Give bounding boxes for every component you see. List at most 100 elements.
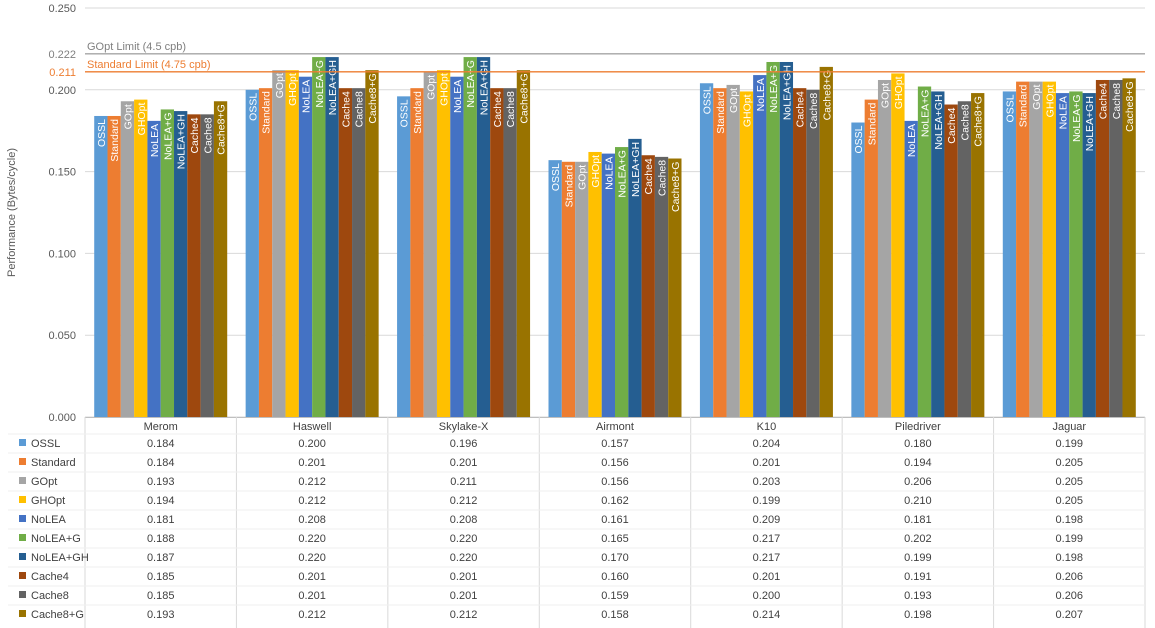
table-value-ghopt-airmont: 0.162	[601, 495, 629, 507]
bar-skylake-x-gopt	[423, 71, 437, 417]
bar-series-label: GOpt	[880, 83, 892, 108]
bar-skylake-x-standard	[410, 88, 424, 417]
bar-k10-nolea-plusg	[766, 61, 780, 417]
table-value-ossl-piledriver: 0.180	[904, 438, 932, 450]
bar-series-label: Standard	[1018, 84, 1030, 127]
table-value-nolea-haswell: 0.208	[298, 514, 326, 526]
bar-jaguar-cache8	[1109, 79, 1123, 417]
table-value-standard-airmont: 0.156	[601, 457, 629, 469]
table-value-ghopt-piledriver: 0.210	[904, 495, 932, 507]
table-value-nolea-plusgh-k10: 0.217	[753, 552, 781, 564]
bar-haswell-gopt	[272, 70, 286, 417]
bar-haswell-ossl	[245, 89, 259, 418]
bar-series-label: Standard	[563, 165, 575, 208]
bar-series-label: OSSL	[702, 86, 714, 114]
bar-series-label: Cache4	[340, 91, 352, 127]
bar-jaguar-nolea-plusgh	[1082, 93, 1096, 418]
bar-series-label: Cache8	[354, 91, 366, 127]
table-value-nolea-plusg-merom: 0.188	[147, 533, 175, 545]
bar-series-label: NoLEA+GH	[479, 60, 491, 115]
bar-haswell-ghopt	[285, 70, 299, 417]
bar-k10-cache4	[793, 88, 807, 417]
legend-swatch-cache8-plusg	[19, 610, 26, 617]
legend-label: GHOpt	[31, 495, 65, 507]
legend-label: GOpt	[31, 476, 57, 488]
bar-series-label: GOpt	[577, 165, 589, 190]
table-value-nolea-jaguar: 0.198	[1056, 514, 1084, 526]
bar-series-label: Standard	[715, 91, 727, 134]
bar-series-label: Cache4	[643, 158, 655, 194]
table-value-standard-skylake-x: 0.201	[450, 457, 478, 469]
bar-jaguar-nolea-plusg	[1069, 91, 1083, 417]
legend-label: Cache8	[31, 590, 69, 602]
bar-merom-nolea-plusgh	[174, 111, 188, 418]
bar-series-label: NoLEA	[149, 124, 161, 157]
bar-series-label: Cache4	[795, 91, 807, 127]
table-value-cache4-airmont: 0.160	[601, 571, 629, 583]
bar-series-label: NoLEA	[603, 157, 615, 190]
bar-k10-ghopt	[739, 91, 754, 417]
bar-series-label: GHOpt	[1044, 85, 1056, 118]
bar-series-label: NoLEA+GH	[1084, 96, 1096, 151]
table-value-cache8-piledriver: 0.193	[904, 590, 932, 602]
x-category-label: Jaguar	[1052, 421, 1086, 433]
bar-skylake-x-nolea	[450, 76, 464, 417]
table-value-ghopt-merom: 0.194	[147, 495, 175, 507]
reference-value-label: 0.211	[49, 67, 76, 79]
table-value-standard-haswell: 0.201	[298, 457, 326, 469]
table-value-cache8-skylake-x: 0.201	[450, 590, 478, 602]
legend-swatch-ossl	[19, 439, 26, 446]
bar-series-label: OSSL	[399, 99, 411, 127]
table-value-ossl-jaguar: 0.199	[1056, 438, 1084, 450]
legend-swatch-gopt	[19, 477, 26, 484]
table-value-cache8-airmont: 0.159	[601, 590, 629, 602]
bar-piledriver-ossl	[851, 122, 865, 418]
bar-airmont-cache8	[654, 156, 669, 417]
table-value-nolea-plusg-skylake-x: 0.220	[450, 533, 478, 545]
bar-series-label: Cache8+G	[1124, 81, 1136, 131]
bar-haswell-nolea	[298, 76, 313, 417]
bar-haswell-cache8-plusg	[365, 70, 379, 417]
legend-swatch-cache8	[19, 591, 26, 598]
table-value-nolea-plusgh-jaguar: 0.198	[1056, 552, 1084, 564]
table-value-cache4-haswell: 0.201	[298, 571, 326, 583]
table-value-nolea-plusgh-haswell: 0.220	[298, 552, 326, 564]
bar-series-label: NoLEA+G	[465, 60, 477, 108]
bar-series-label: NoLEA+GH	[781, 65, 793, 120]
bar-jaguar-ghopt	[1042, 81, 1056, 418]
bar-series-label: GOpt	[274, 73, 286, 98]
bar-series-label: OSSL	[550, 163, 562, 191]
bar-merom-cache8-plusg	[213, 101, 228, 417]
bar-series-label: NoLEA+G	[162, 112, 174, 160]
legend-swatch-nolea-plusgh	[19, 553, 26, 560]
bar-series-label: Cache8	[505, 91, 517, 127]
bar-k10-nolea	[753, 75, 767, 418]
bar-merom-nolea-plusg	[160, 109, 175, 417]
bar-piledriver-cache8-plusg	[971, 93, 985, 418]
reference-line-label: Standard Limit (4.75 cpb)	[87, 59, 211, 71]
bar-k10-standard	[713, 88, 727, 417]
bar-piledriver-cache8	[957, 101, 972, 417]
bar-series-label: NoLEA+G	[617, 150, 629, 198]
bar-merom-cache4	[187, 114, 201, 417]
bar-series-label: GHOpt	[439, 73, 451, 106]
bar-skylake-x-nolea-plusg	[463, 57, 477, 418]
table-value-ossl-haswell: 0.200	[298, 438, 326, 450]
legend-label: Cache8+G	[31, 609, 84, 621]
y-tick-label: 0.100	[48, 248, 76, 260]
bar-series-label: NoLEA	[1058, 96, 1070, 129]
bar-piledriver-gopt	[877, 79, 892, 417]
legend-swatch-nolea-plusg	[19, 534, 26, 541]
table-value-nolea-plusgh-airmont: 0.170	[601, 552, 629, 564]
y-tick-label: 0.250	[48, 3, 76, 15]
table-value-cache8-plusg-piledriver: 0.198	[904, 609, 932, 621]
table-value-cache8-plusg-airmont: 0.158	[601, 609, 629, 621]
bar-skylake-x-nolea-plusgh	[476, 57, 491, 418]
table-value-gopt-skylake-x: 0.211	[450, 476, 477, 488]
bar-airmont-nolea	[601, 153, 615, 417]
table-value-nolea-airmont: 0.161	[601, 514, 629, 526]
bar-k10-ossl	[699, 83, 714, 418]
bar-airmont-ossl	[548, 160, 562, 417]
bar-skylake-x-ossl	[397, 96, 411, 418]
x-category-label: Piledriver	[895, 421, 941, 433]
